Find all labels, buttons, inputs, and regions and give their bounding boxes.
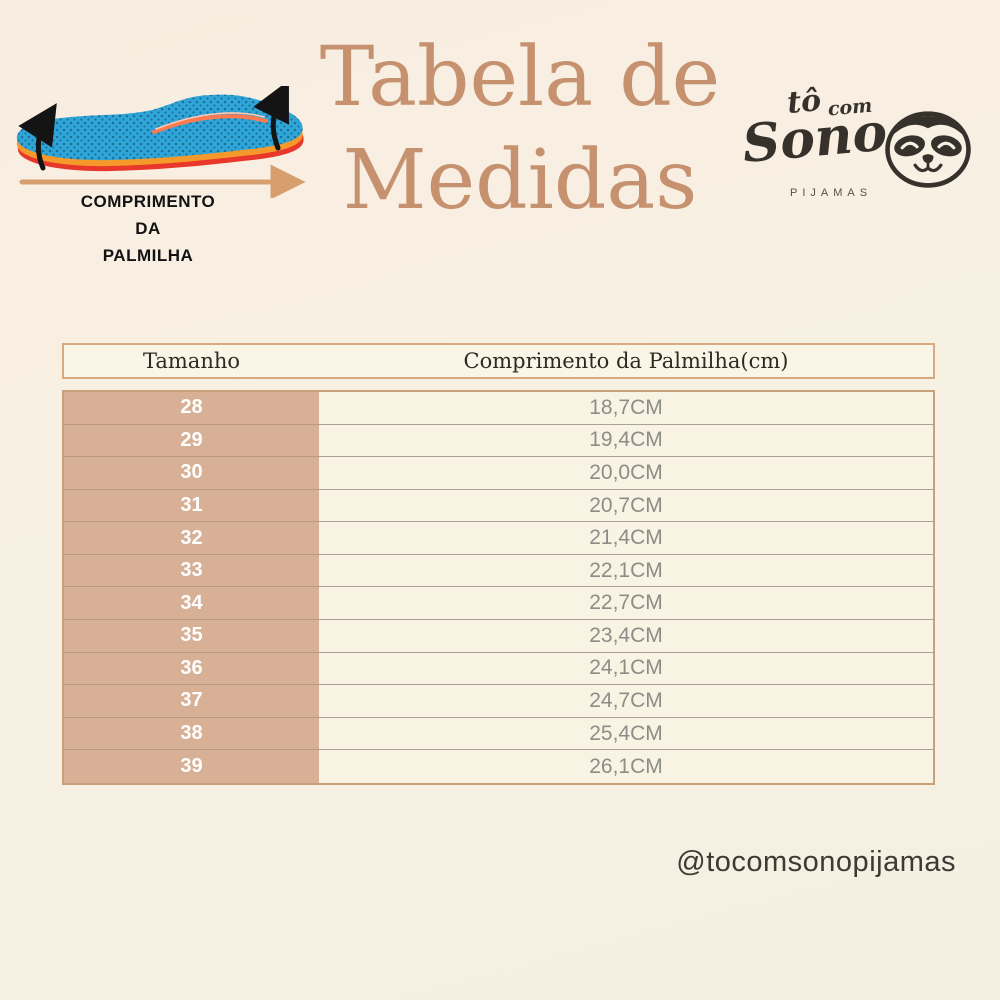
- length-cell: 23,4CM: [319, 620, 933, 653]
- table-row: 29 19,4CM: [64, 424, 933, 458]
- length-cell: 21,4CM: [319, 522, 933, 555]
- table-row: 34 22,7CM: [64, 587, 933, 621]
- table-row: 31 20,7CM: [64, 489, 933, 523]
- logo-word-sono: Sono: [740, 101, 890, 175]
- length-cell: 24,1CM: [319, 653, 933, 686]
- header-size-column: Tamanho: [142, 349, 241, 373]
- table-row: 38 25,4CM: [64, 717, 933, 751]
- label-line: DA: [135, 219, 161, 238]
- page-title-line2: Medidas: [342, 133, 698, 228]
- table-header-row: Tamanho Comprimento da Palmilha(cm): [62, 343, 935, 379]
- logo-subtext: PIJAMAS: [790, 187, 873, 199]
- size-cell: 39: [64, 750, 319, 783]
- sloth-face-icon: [885, 111, 971, 188]
- brand-logo: tô com Sono PIJAMAS: [740, 83, 971, 214]
- length-cell: 26,1CM: [589, 754, 663, 778]
- size-cell: 28: [64, 392, 319, 425]
- size-table: 28 18,7CM 29 19,4CM 30 20,0CM 31 20,7CM …: [62, 390, 935, 785]
- size-cell: 35: [64, 620, 319, 653]
- table-row: 28 18,7CM: [64, 392, 933, 425]
- table-row: 35 23,4CM: [64, 620, 933, 653]
- table-row: 37 24,7CM: [64, 685, 933, 718]
- length-cell: 20,0CM: [319, 457, 933, 490]
- size-cell: 38: [64, 717, 319, 751]
- size-cell: 29: [64, 424, 319, 458]
- length-cell: 20,7CM: [319, 490, 933, 523]
- length-cell: 24,7CM: [319, 685, 933, 718]
- size-cell: 37: [64, 685, 319, 718]
- table-row: 33 22,1CM: [64, 554, 933, 588]
- insole-length-label: COMPRIMENTO DA PALMILHA: [28, 188, 268, 269]
- length-cell: 18,7CM: [319, 392, 933, 425]
- table-row: 30 20,0CM: [64, 457, 933, 490]
- page-title-line1: Tabela de: [319, 30, 721, 125]
- table-row: 39 26,1CM: [64, 750, 933, 783]
- size-cell: 36: [64, 652, 319, 686]
- insole-image: [16, 80, 306, 200]
- size-cell: 32: [64, 522, 319, 555]
- length-cell: 19,4CM: [319, 425, 933, 458]
- length-cell: 22,1CM: [319, 555, 933, 588]
- size-cell: 31: [64, 489, 319, 523]
- brand-wordmark: tô com Sono: [738, 78, 890, 190]
- up-arrow-left-icon: [18, 103, 57, 171]
- up-arrow-right-icon: [253, 80, 289, 151]
- size-cell: 33: [64, 554, 319, 588]
- size-cell: 30: [64, 457, 319, 490]
- size-cell: 34: [64, 587, 319, 621]
- header-length-column: Comprimento da Palmilha(cm): [463, 349, 789, 373]
- length-cell: 22,7CM: [319, 587, 933, 621]
- page-title: Tabela de Medidas: [290, 26, 750, 232]
- insole-illustration: [6, 80, 316, 200]
- length-cell: 25,4CM: [319, 718, 933, 751]
- table-row: 32 21,4CM: [64, 522, 933, 555]
- social-handle: @tocomsonopijamas: [676, 846, 956, 878]
- label-line: COMPRIMENTO: [80, 192, 216, 211]
- label-line: PALMILHA: [102, 246, 194, 265]
- table-row: 36 24,1CM: [64, 652, 933, 686]
